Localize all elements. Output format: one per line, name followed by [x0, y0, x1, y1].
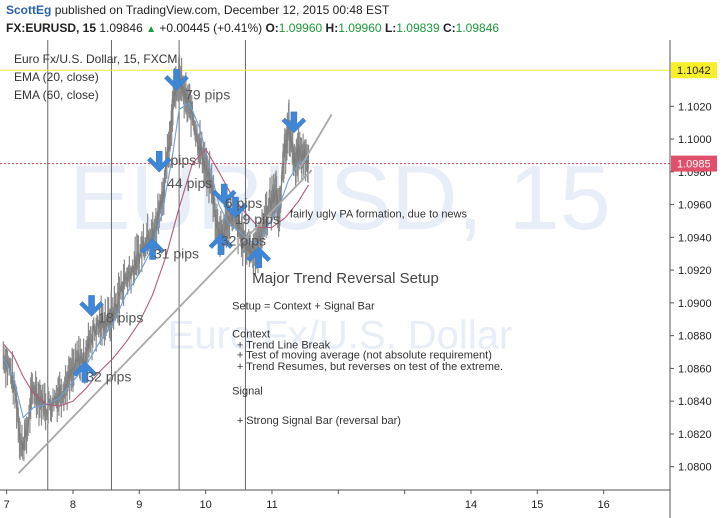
- time-axis[interactable]: 7 8 9 10 11 14 15 16: [0, 489, 670, 511]
- y-tick-label: 1.0900: [678, 298, 712, 310]
- y-tick-label: 1.0860: [678, 363, 712, 375]
- annotation-text: + Trend Line Break: [237, 340, 331, 352]
- current-price-tag-bg: [671, 155, 717, 172]
- main-trend-line[interactable]: [17, 169, 313, 474]
- annotation-text: 6 pips: [225, 195, 262, 211]
- arrow-down-icon: [281, 111, 307, 134]
- session-lines: [47, 40, 246, 490]
- y-tick-label: 1.0940: [678, 232, 712, 244]
- y-tick-label: 1.1000: [678, 134, 712, 146]
- y-tick-label: 1.0920: [678, 265, 712, 277]
- annotation-text: 18 pips: [98, 310, 143, 326]
- close-label: C:: [443, 21, 456, 35]
- annotation-text: 79 pips: [185, 87, 230, 103]
- watermark-sub: Euro Fx/U.S. Dollar: [168, 314, 513, 358]
- annotation-text: pips: [170, 152, 196, 168]
- price-axis[interactable]: 1.0800 1.0820 1.0840 1.0860 1.0880 1.0900 1.09…: [669, 40, 717, 518]
- y-tick-label: 1.0800: [678, 462, 712, 474]
- ohlc-bar: FX:EURUSD, 15 1.09846 ▲ +0.00445 (+0.41%…: [6, 21, 499, 35]
- high-price-tag-bg: [671, 62, 717, 79]
- arrow-markers: [72, 69, 307, 383]
- x-tick-label: 15: [531, 499, 543, 511]
- arrow-down-icon: [164, 69, 189, 91]
- trend-line-extension[interactable]: [297, 113, 333, 171]
- arrow-down-icon: [79, 295, 104, 317]
- annotations: 79 pips pips 44 pips 31 pips 18 pips 32 pips 6…: [86, 87, 503, 427]
- symbol-label: FX:EURUSD, 15: [6, 21, 97, 35]
- annotation-text: fairly ugly PA formation, due to news: [290, 209, 468, 221]
- price-change: +0.00445 (+0.41%): [159, 21, 263, 35]
- y-tick-label: 1.0820: [678, 429, 712, 441]
- annotation-text: 32 pips: [221, 233, 266, 249]
- ema60-line: [2, 147, 309, 407]
- annotation-text: Setup = Context + Signal Bar: [232, 300, 375, 312]
- annotation-text: + Trend Resumes, but reverses on test of…: [237, 361, 503, 373]
- high-value: 1.09960: [338, 21, 382, 35]
- x-tick-label: 11: [266, 499, 277, 511]
- arrow-up-icon: [72, 361, 98, 383]
- ema-lines: [2, 102, 309, 419]
- x-tick-label: 14: [465, 499, 477, 511]
- y-tick-label: 1.0840: [678, 396, 712, 408]
- open-value: 1.09960: [278, 21, 323, 35]
- annotation-text: Major Trend Reversal Setup: [252, 270, 439, 287]
- low-label: L:: [384, 21, 397, 35]
- legend-ema60[interactable]: EMA (60, close): [14, 88, 99, 102]
- annotation-text: 44 pips: [167, 175, 212, 191]
- y-tick-label: 1.0880: [678, 331, 712, 343]
- annotation-text: Signal: [232, 386, 263, 398]
- author-name[interactable]: ScottEg: [6, 3, 52, 17]
- annotation-text: Context: [232, 328, 270, 340]
- high-price-tag: 1.1042: [677, 65, 711, 77]
- y-tick-label: 1.0960: [678, 200, 712, 212]
- legend-title: Euro Fx/U.S. Dollar, 15, FXCM: [14, 52, 178, 66]
- annotation-text: 31 pips: [154, 246, 199, 262]
- y-tick-label: 1.1020: [678, 101, 712, 113]
- current-price-tag: 1.0985: [677, 159, 711, 171]
- publish-info: ScottEg published on TradingView.com, De…: [6, 3, 389, 17]
- arrow-up-icon: [208, 233, 234, 255]
- arrow-down-icon: [223, 196, 248, 219]
- annotation-text: 19 pips: [235, 211, 280, 227]
- x-tick-label: 16: [598, 499, 610, 511]
- x-tick-label: 8: [70, 499, 76, 511]
- last-price: 1.09846: [99, 21, 143, 35]
- low-value: 1.09839: [396, 21, 440, 35]
- x-tick-label: 9: [136, 499, 142, 511]
- trend-lines[interactable]: [17, 113, 333, 474]
- close-value: 1.09846: [455, 21, 500, 35]
- arrow-up-icon: [246, 246, 272, 268]
- up-triangle-icon: ▲: [146, 24, 157, 35]
- open-label: O:: [265, 21, 279, 35]
- arrow-up-icon: [140, 238, 165, 260]
- arrow-down-icon: [211, 183, 237, 206]
- high-label: H:: [325, 21, 339, 35]
- ema20-line: [2, 102, 309, 419]
- x-tick-label: 10: [200, 499, 212, 511]
- legend-ema20[interactable]: EMA (20, close): [14, 70, 99, 84]
- arrow-down-icon: [146, 150, 172, 173]
- annotation-text: + Test of moving average (not absolute r…: [237, 350, 492, 362]
- horizontal-lines: [0, 69, 670, 165]
- annotation-text: 32 pips: [86, 369, 131, 385]
- x-tick-label: 7: [4, 499, 10, 511]
- annotation-text: + Strong Signal Bar (reversal bar): [237, 415, 401, 427]
- published-text: published on TradingView.com, December 1…: [54, 3, 390, 17]
